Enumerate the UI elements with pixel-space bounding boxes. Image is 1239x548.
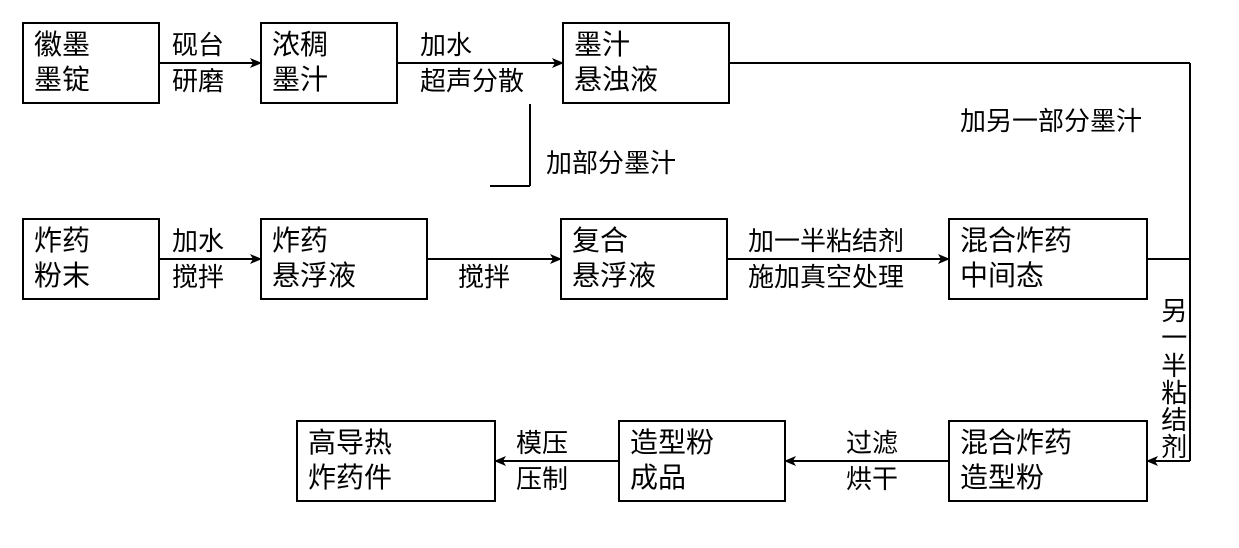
node-line1: 混合炸药 — [960, 426, 1072, 461]
node-line1: 混合炸药 — [960, 224, 1072, 259]
edge-label-mold: 模压 — [516, 428, 568, 459]
edge-label-dry: 烘干 — [846, 464, 898, 495]
node-explosive-powder: 炸药 粉末 — [22, 218, 160, 300]
edge-label-stir-2: 搅拌 — [458, 262, 510, 293]
node-line1: 造型粉 — [630, 426, 714, 461]
edge-label-add-other-ink: 加另一部分墨汁 — [960, 106, 1142, 137]
edge-label-add-water-2: 加水 — [172, 226, 224, 257]
edge-label-add-part-ink: 加部分墨汁 — [546, 148, 676, 179]
node-line2: 中间态 — [960, 259, 1044, 294]
node-thick-ink: 浓稠 墨汁 — [260, 22, 398, 104]
node-line2: 墨锭 — [34, 63, 90, 98]
edge-label-grind: 研磨 — [172, 66, 224, 97]
edge-label-other-half-binder: 另一半粘结剂 — [1160, 298, 1189, 462]
edge-label-ultrasonic: 超声分散 — [420, 66, 524, 97]
node-line1: 浓稠 — [272, 28, 328, 63]
node-explosive-suspension: 炸药 悬浮液 — [260, 218, 428, 300]
edge-label-inkstone: 砚台 — [172, 30, 224, 61]
node-line2: 悬浮液 — [272, 259, 356, 294]
node-mixed-explosive-molding-powder: 混合炸药 造型粉 — [948, 420, 1148, 502]
node-line2: 悬浊液 — [574, 63, 658, 98]
node-line2: 墨汁 — [272, 63, 328, 98]
node-line1: 炸药 — [272, 224, 328, 259]
node-ink-suspension: 墨汁 悬浊液 — [562, 22, 730, 104]
node-line2: 悬浮液 — [572, 259, 656, 294]
node-molding-powder-product: 造型粉 成品 — [618, 420, 786, 502]
node-composite-suspension: 复合 悬浮液 — [560, 218, 728, 300]
node-line2: 成品 — [630, 461, 686, 496]
node-high-thermal-explosive-part: 高导热 炸药件 — [296, 420, 496, 502]
edge-label-press: 压制 — [516, 464, 568, 495]
node-line1: 墨汁 — [574, 28, 630, 63]
node-line1: 高导热 — [308, 426, 392, 461]
edge-label-vacuum: 施加真空处理 — [748, 262, 904, 293]
node-line2: 造型粉 — [960, 461, 1044, 496]
edge-label-add-half-binder: 加一半粘结剂 — [748, 226, 904, 257]
node-line2: 粉末 — [34, 259, 90, 294]
node-line2: 炸药件 — [308, 461, 392, 496]
node-mixed-explosive-intermediate: 混合炸药 中间态 — [948, 218, 1148, 300]
edge-label-add-water-1: 加水 — [420, 30, 472, 61]
edge-label-stir-1: 搅拌 — [172, 262, 224, 293]
node-hui-ink-stick: 徽墨 墨锭 — [22, 22, 160, 104]
node-line1: 复合 — [572, 224, 628, 259]
node-line1: 炸药 — [34, 224, 90, 259]
edge-label-filter: 过滤 — [846, 428, 898, 459]
node-line1: 徽墨 — [34, 28, 90, 63]
